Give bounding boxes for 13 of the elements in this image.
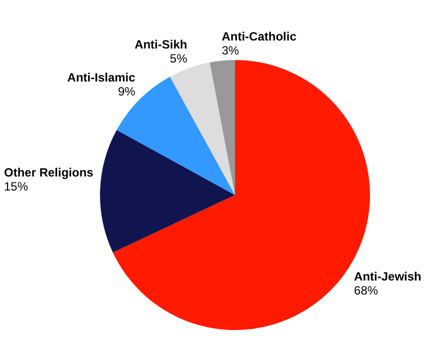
data-label: 15% — [4, 180, 28, 194]
data-label: 3% — [222, 44, 240, 58]
pie-slice — [170, 62, 235, 195]
slice-label: Anti-Catholic — [222, 30, 297, 44]
data-label: 9% — [118, 84, 136, 98]
slice-label: Other Religions — [4, 166, 94, 180]
slice-label: Anti-Sikh — [134, 37, 188, 52]
pie-slice — [210, 60, 235, 195]
data-label: 68% — [354, 284, 378, 298]
pie-slice — [100, 130, 235, 252]
slice-label: Anti-Jewish — [354, 270, 422, 284]
slice-label: Anti-Islamic — [67, 70, 136, 84]
data-label: 5% — [170, 51, 188, 66]
